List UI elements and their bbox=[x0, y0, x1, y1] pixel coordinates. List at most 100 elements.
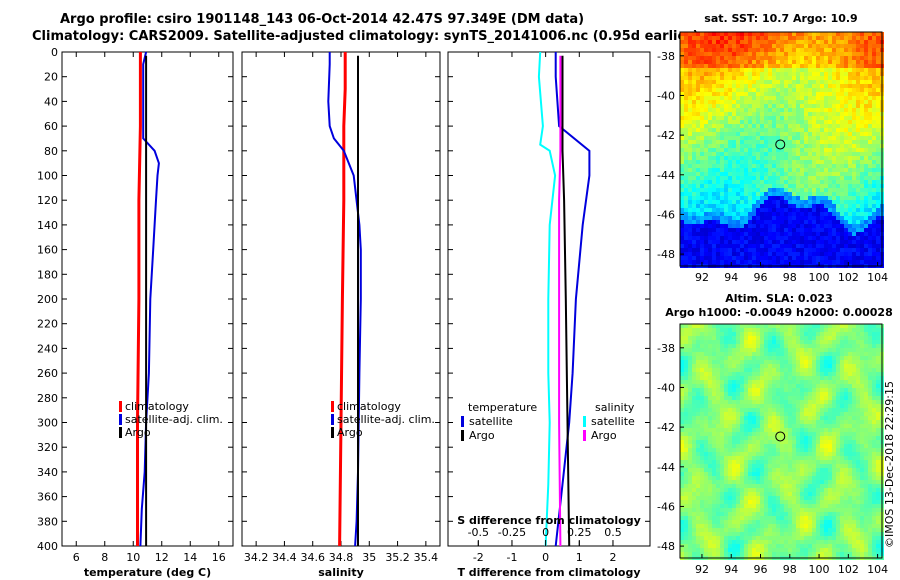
map-cell bbox=[832, 92, 836, 96]
map-cell bbox=[684, 44, 688, 48]
map-cell bbox=[768, 344, 772, 348]
map-cell bbox=[876, 408, 880, 412]
map-cell bbox=[836, 244, 840, 248]
map-cell bbox=[836, 428, 840, 432]
map-cell bbox=[696, 40, 700, 44]
map-cell bbox=[864, 220, 868, 224]
map-cell bbox=[856, 220, 860, 224]
map-cell bbox=[692, 344, 696, 348]
map-cell bbox=[824, 324, 828, 328]
map-cell bbox=[828, 372, 832, 376]
map-cell bbox=[808, 48, 812, 52]
map-cell bbox=[848, 348, 852, 352]
map-cell bbox=[792, 452, 796, 456]
map-cell bbox=[788, 236, 792, 240]
map-cell bbox=[752, 120, 756, 124]
map-cell bbox=[688, 424, 692, 428]
map-cell bbox=[864, 408, 868, 412]
map-cell bbox=[824, 200, 828, 204]
map-cell bbox=[700, 360, 704, 364]
map-cell bbox=[856, 416, 860, 420]
map-cell bbox=[864, 92, 868, 96]
map-cell bbox=[736, 96, 740, 100]
map-cell bbox=[756, 104, 760, 108]
map-cell bbox=[704, 152, 708, 156]
map-cell bbox=[872, 416, 876, 420]
map-cell bbox=[692, 48, 696, 52]
map-cell bbox=[736, 244, 740, 248]
map-cell bbox=[836, 360, 840, 364]
map-cell bbox=[808, 440, 812, 444]
map-cell bbox=[744, 164, 748, 168]
map-cell bbox=[820, 336, 824, 340]
map-cell bbox=[788, 356, 792, 360]
map-cell bbox=[828, 408, 832, 412]
map-cell bbox=[760, 340, 764, 344]
map-cell bbox=[816, 344, 820, 348]
map-cell bbox=[740, 384, 744, 388]
map-cell bbox=[776, 148, 780, 152]
map-cell bbox=[748, 328, 752, 332]
map-cell bbox=[744, 376, 748, 380]
map-cell bbox=[720, 448, 724, 452]
map-cell bbox=[796, 160, 800, 164]
map-cell bbox=[760, 192, 764, 196]
map-cell bbox=[840, 60, 844, 64]
map-cell bbox=[820, 360, 824, 364]
map-cell bbox=[836, 248, 840, 252]
map-cell bbox=[696, 132, 700, 136]
y-tick-label: 220 bbox=[37, 318, 58, 331]
map-cell bbox=[876, 384, 880, 388]
map-cell bbox=[816, 112, 820, 116]
map-cell bbox=[856, 88, 860, 92]
map-cell bbox=[812, 188, 816, 192]
map-cell bbox=[812, 216, 816, 220]
map-cell bbox=[764, 408, 768, 412]
map-cell bbox=[704, 388, 708, 392]
map-cell bbox=[860, 156, 864, 160]
map-cell bbox=[848, 376, 852, 380]
map-cell bbox=[800, 356, 804, 360]
map-cell bbox=[688, 420, 692, 424]
map-cell bbox=[788, 184, 792, 188]
map-cell bbox=[844, 72, 848, 76]
map-cell bbox=[808, 116, 812, 120]
map-cell bbox=[728, 216, 732, 220]
map-cell bbox=[816, 408, 820, 412]
map-cell bbox=[756, 404, 760, 408]
map-cell bbox=[780, 56, 784, 60]
map-cell bbox=[764, 68, 768, 72]
map-cell bbox=[708, 40, 712, 44]
map-cell bbox=[780, 96, 784, 100]
map-cell bbox=[844, 376, 848, 380]
map-cell bbox=[840, 36, 844, 40]
map-cell bbox=[808, 388, 812, 392]
map-cell bbox=[696, 340, 700, 344]
map-cell bbox=[772, 64, 776, 68]
map-cell bbox=[736, 100, 740, 104]
map-cell bbox=[808, 156, 812, 160]
map-cell bbox=[836, 80, 840, 84]
y-tick-label: 160 bbox=[37, 244, 58, 257]
map-cell bbox=[816, 224, 820, 228]
map-cell bbox=[788, 228, 792, 232]
map-cell bbox=[704, 408, 708, 412]
map-cell bbox=[804, 368, 808, 372]
map-cell bbox=[760, 232, 764, 236]
map-cell bbox=[744, 440, 748, 444]
map-cell bbox=[728, 36, 732, 40]
map-cell bbox=[776, 132, 780, 136]
map-cell bbox=[836, 444, 840, 448]
map-cell bbox=[828, 340, 832, 344]
map-cell bbox=[692, 348, 696, 352]
map-cell bbox=[812, 92, 816, 96]
map-cell bbox=[712, 364, 716, 368]
map-cell bbox=[804, 416, 808, 420]
map-cell bbox=[764, 324, 768, 328]
map-cell bbox=[760, 356, 764, 360]
map-cell bbox=[772, 224, 776, 228]
map-cell bbox=[752, 224, 756, 228]
map-cell bbox=[808, 216, 812, 220]
map-cell bbox=[776, 108, 780, 112]
map-cell bbox=[680, 248, 684, 252]
